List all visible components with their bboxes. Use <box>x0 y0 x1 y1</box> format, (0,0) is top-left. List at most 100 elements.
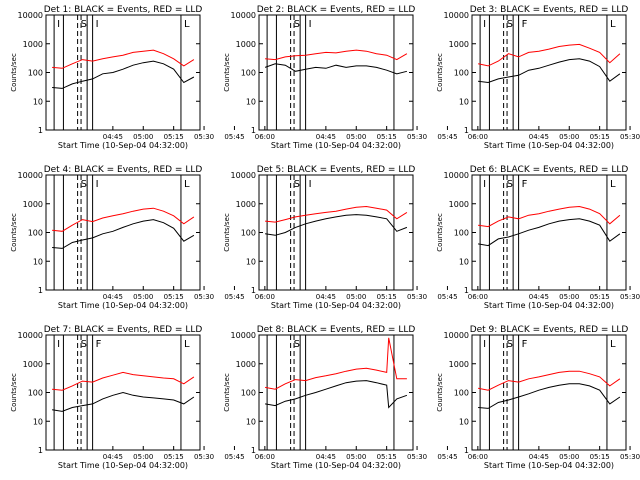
x-tick-label: 05:00 <box>346 133 366 141</box>
y-tick-label: 1000 <box>23 40 43 49</box>
y-tick-label: 1 <box>251 446 256 455</box>
panel-title: Det 6: BLACK = Events, RED = LLD <box>470 165 629 175</box>
x-axis-label: Start Time (10-Sep-04 04:32:00) <box>58 301 188 310</box>
y-axis-label: Counts/sec <box>436 53 444 92</box>
plot-frame <box>471 334 627 451</box>
x-tick-label: 05:15 <box>377 133 397 141</box>
y-axis-label: Counts/sec <box>436 373 444 412</box>
x-tick-label: 05:00 <box>559 133 579 141</box>
series-lld-line <box>477 43 621 67</box>
interval-marker-label: I <box>309 179 312 190</box>
interval-marker-label: F <box>522 339 528 350</box>
interval-marker-label: S <box>507 179 513 190</box>
x-tick-label: 05:30 <box>407 453 427 461</box>
x-tick-label: 05:15 <box>164 453 184 461</box>
plot-frame <box>471 14 627 131</box>
series-lld-line <box>478 205 621 228</box>
interval-marker-label: L <box>184 179 190 190</box>
detector-panel-7: Det 7: BLACK = Events, RED = LLD11010010… <box>10 325 275 470</box>
y-tick-label: 10000 <box>444 11 469 20</box>
y-tick-label: 10000 <box>18 11 43 20</box>
y-tick-label: 10000 <box>18 331 43 340</box>
x-tick-label: 06:00 <box>468 453 488 461</box>
interval-marker-label: I <box>57 19 60 30</box>
x-tick-label: 05:45 <box>224 453 244 461</box>
y-tick-label: 100 <box>241 389 256 398</box>
detector-panel-5: Det 5: BLACK = Events, RED = LLD11010010… <box>223 165 488 310</box>
interval-marker-label: I <box>57 339 60 350</box>
interval-marker-label: I <box>309 19 312 30</box>
y-tick-label: 10 <box>33 417 43 426</box>
y-tick-label: 1000 <box>236 200 256 209</box>
plot-frame <box>258 14 414 131</box>
series-events-line <box>478 218 621 247</box>
series-lld-line <box>265 205 408 223</box>
x-tick-label: 05:45 <box>224 133 244 141</box>
x-tick-label: 05:30 <box>620 453 640 461</box>
x-tick-label: 05:30 <box>407 293 427 301</box>
interval-marker-label: I <box>96 179 99 190</box>
x-tick-label: 05:15 <box>164 293 184 301</box>
interval-marker-label: I <box>96 19 99 30</box>
x-tick-label: 05:00 <box>346 453 366 461</box>
x-tick-label: 04:45 <box>103 293 123 301</box>
plot-frame <box>45 14 201 131</box>
interval-marker-label: I <box>483 19 486 30</box>
y-tick-label: 10000 <box>231 11 256 20</box>
y-axis-label: Counts/sec <box>223 373 231 412</box>
x-tick-label: 06:00 <box>255 293 275 301</box>
y-tick-label: 100 <box>241 229 256 238</box>
plot-frame <box>258 334 414 451</box>
y-tick-label: 100 <box>241 69 256 78</box>
x-tick-label: 05:00 <box>133 453 153 461</box>
y-tick-label: 100 <box>454 389 469 398</box>
x-tick-label: 05:30 <box>194 293 214 301</box>
x-tick-label: 05:00 <box>559 453 579 461</box>
y-tick-label: 1 <box>251 126 256 135</box>
panel-title: Det 5: BLACK = Events, RED = LLD <box>257 165 416 175</box>
x-tick-label: 04:45 <box>529 133 549 141</box>
x-tick-label: 06:00 <box>468 293 488 301</box>
x-axis-label: Start Time (10-Sep-04 04:32:00) <box>484 141 614 150</box>
detector-panel-8: Det 8: BLACK = Events, RED = LLD11010010… <box>223 325 488 470</box>
series-lld-line <box>52 371 195 391</box>
series-lld-line <box>265 49 408 61</box>
interval-marker-label: L <box>610 19 616 30</box>
y-axis-label: Counts/sec <box>10 53 18 92</box>
y-tick-label: 1000 <box>236 360 256 369</box>
x-axis-label: Start Time (10-Sep-04 04:32:00) <box>58 461 188 470</box>
interval-marker-label: I <box>483 179 486 190</box>
plot-frame <box>471 174 627 291</box>
x-tick-label: 05:15 <box>590 133 610 141</box>
y-tick-label: 10000 <box>18 171 43 180</box>
x-tick-label: 06:00 <box>468 133 488 141</box>
detector-panel-1: Det 1: BLACK = Events, RED = LLD11010010… <box>10 5 275 150</box>
y-tick-label: 10 <box>246 257 256 266</box>
y-tick-label: 10 <box>33 257 43 266</box>
x-tick-label: 05:15 <box>590 453 610 461</box>
y-axis-label: Counts/sec <box>10 373 18 412</box>
panel-title: Det 8: BLACK = Events, RED = LLD <box>257 325 416 335</box>
series-lld-line <box>52 207 195 232</box>
panel-title: Det 9: BLACK = Events, RED = LLD <box>470 325 629 335</box>
y-tick-label: 1 <box>251 286 256 295</box>
y-tick-label: 1 <box>464 286 469 295</box>
interval-marker-label: L <box>610 179 616 190</box>
detector-panel-2: Det 2: BLACK = Events, RED = LLD11010010… <box>223 5 488 150</box>
x-tick-label: 05:00 <box>559 293 579 301</box>
x-tick-label: 06:00 <box>255 133 275 141</box>
series-lld-line <box>478 370 621 391</box>
x-tick-label: 04:45 <box>316 133 336 141</box>
detector-panel-3: Det 3: BLACK = Events, RED = LLD 1 10 100 10… <box>436 5 640 150</box>
interval-marker-label: L <box>184 19 190 30</box>
detector-panel-4: Det 4: BLACK = Events, RED = LLD11010010… <box>10 165 275 310</box>
x-tick-label: 05:45 <box>437 453 457 461</box>
interval-marker-label: F <box>522 179 528 190</box>
series-events-line <box>264 63 408 75</box>
y-tick-label: 10000 <box>444 171 469 180</box>
y-tick-label: 10000 <box>231 331 256 340</box>
x-tick-label: 05:00 <box>133 133 153 141</box>
y-tick-label: 100 <box>28 389 43 398</box>
x-axis-label: Start Time (10-Sep-04 04:32:00) <box>271 301 401 310</box>
